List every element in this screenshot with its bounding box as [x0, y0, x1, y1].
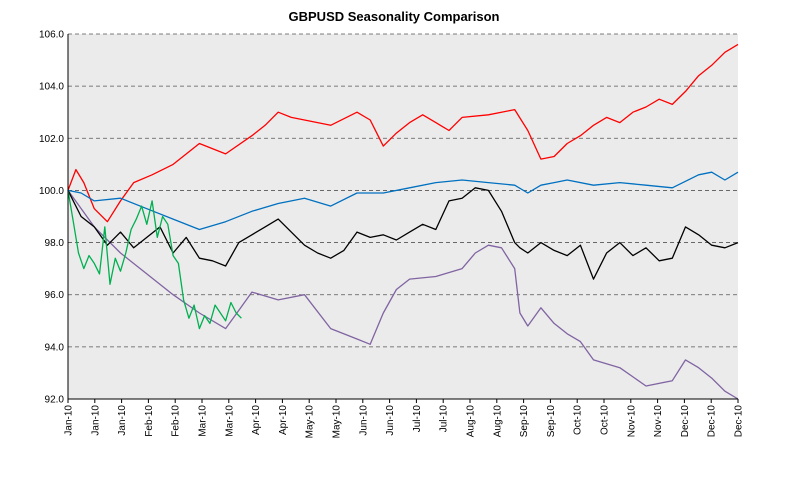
x-tick-label: Aug-10 — [466, 405, 477, 438]
y-tick-labels: 92.0 94.0 96.0 98.0 100.0 102.0 104.0 106.0 — [39, 30, 64, 406]
series-lines — [67, 43, 739, 400]
x-tick-label: May-10 — [332, 405, 343, 439]
x-tick-label: Aug-10 — [492, 405, 503, 438]
x-tick-label: Feb-10 — [144, 405, 155, 437]
x-tick-label: Jan-10 — [64, 405, 75, 436]
series-line-red — [67, 43, 739, 223]
series-line-black — [67, 187, 739, 280]
x-tick-label: Mar-10 — [198, 405, 209, 437]
x-tick-label: Mar-10 — [224, 405, 235, 437]
x-tick-label: Dec-10 — [707, 405, 718, 438]
x-tick-label: Apr-10 — [251, 405, 262, 435]
x-tick-label: Apr-10 — [278, 405, 289, 435]
y-tick-label: 98.0 — [45, 238, 65, 249]
series-line-purple — [67, 190, 739, 400]
series-line-blue — [67, 171, 739, 231]
y-tick-label: 106.0 — [39, 30, 64, 41]
y-tick-label: 92.0 — [45, 395, 65, 406]
x-tick-label: Jul-10 — [439, 405, 450, 433]
x-tick-label: Sep-10 — [546, 405, 557, 438]
x-tick-label: Jan-10 — [90, 405, 101, 436]
x-tick-label: Nov-10 — [626, 405, 637, 438]
x-tick-label: Jan-10 — [117, 405, 128, 436]
axes — [67, 34, 739, 403]
plot-area — [68, 34, 738, 399]
y-tick-label: 96.0 — [45, 290, 65, 301]
y-tick-label: 104.0 — [39, 82, 64, 93]
x-tick-label: Sep-10 — [519, 405, 530, 438]
y-tick-label: 102.0 — [39, 134, 64, 145]
x-tick-label: Jul-10 — [412, 405, 423, 433]
series-line-green — [67, 190, 242, 330]
x-tick-label: Feb-10 — [171, 405, 182, 437]
x-tick-label: Jun-10 — [385, 405, 396, 436]
x-tick-label: Dec-10 — [680, 405, 691, 438]
y-tick-label: 100.0 — [39, 186, 64, 197]
x-tick-label: Jun-10 — [358, 405, 369, 436]
x-tick-label: Dec-10 — [734, 405, 745, 438]
chart-title: GBPUSD Seasonality Comparison — [289, 9, 500, 24]
x-tick-labels: Jan-10 Jan-10 Jan-10 Feb-10 Feb-10 Mar-10 Mar-… — [64, 405, 745, 439]
y-tick-label: 94.0 — [45, 342, 65, 353]
x-tick-label: Oct-10 — [600, 405, 611, 435]
x-tick-label: Nov-10 — [653, 405, 664, 438]
x-tick-label: Oct-10 — [573, 405, 584, 435]
x-tick-label: May-10 — [305, 405, 316, 439]
